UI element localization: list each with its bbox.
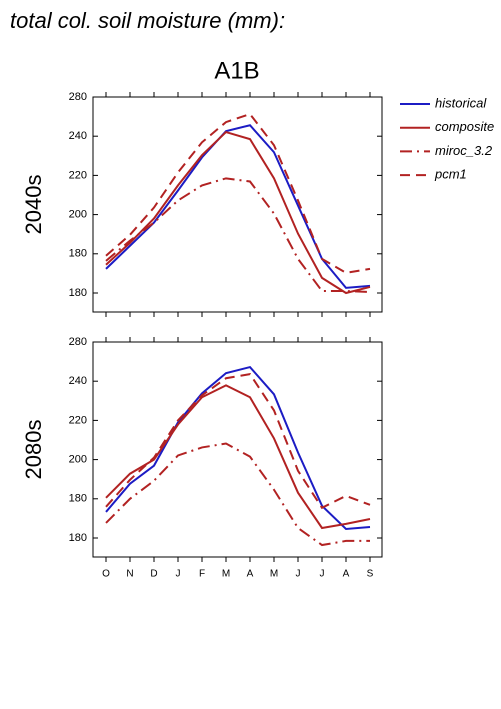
chart-subtitle: A1B — [214, 57, 259, 84]
x-tick-label: N — [126, 569, 133, 580]
series-line — [105, 124, 371, 289]
x-tick-label: J — [176, 569, 181, 580]
series-line — [105, 177, 371, 294]
y-tick-label: 180 — [69, 287, 87, 299]
y-tick-label: 200 — [69, 208, 87, 220]
panel-label: 2040s — [21, 175, 46, 235]
x-tick-label: J — [296, 569, 301, 580]
x-tick-label: O — [102, 569, 110, 580]
plot-frame — [92, 341, 383, 558]
legend-label: pcm1 — [434, 167, 467, 182]
legend-label: composite — [435, 119, 494, 134]
x-tick-label: D — [150, 569, 157, 580]
legend-label: miroc_3.2 — [435, 143, 493, 158]
y-tick-label: 280 — [69, 336, 87, 348]
y-tick-label: 220 — [69, 169, 87, 181]
y-tick-label: 180 — [69, 493, 87, 505]
x-tick-label: F — [199, 569, 205, 580]
y-tick-label: 180 — [69, 532, 87, 544]
series-line — [105, 365, 371, 531]
x-tick-label: M — [270, 569, 278, 580]
x-tick-label: J — [320, 569, 325, 580]
chart-title: total col. soil moisture (mm): — [10, 8, 285, 33]
y-tick-label: 240 — [69, 130, 87, 142]
y-tick-label: 220 — [69, 414, 87, 426]
series-line — [105, 442, 370, 547]
series-line — [105, 130, 371, 295]
y-tick-label: 280 — [69, 91, 87, 103]
x-tick-label: M — [222, 569, 230, 580]
series-line — [105, 384, 371, 530]
x-tick-label: S — [367, 569, 374, 580]
y-tick-label: 200 — [69, 453, 87, 465]
series-line — [105, 373, 371, 510]
x-tick-label: A — [343, 569, 350, 580]
plot-frame — [92, 96, 383, 313]
y-tick-label: 240 — [69, 375, 87, 387]
x-tick-label: A — [247, 569, 254, 580]
legend-label: historical — [435, 95, 487, 110]
panel-label: 2080s — [21, 420, 46, 480]
y-tick-label: 180 — [69, 248, 87, 260]
series-line — [105, 112, 371, 274]
